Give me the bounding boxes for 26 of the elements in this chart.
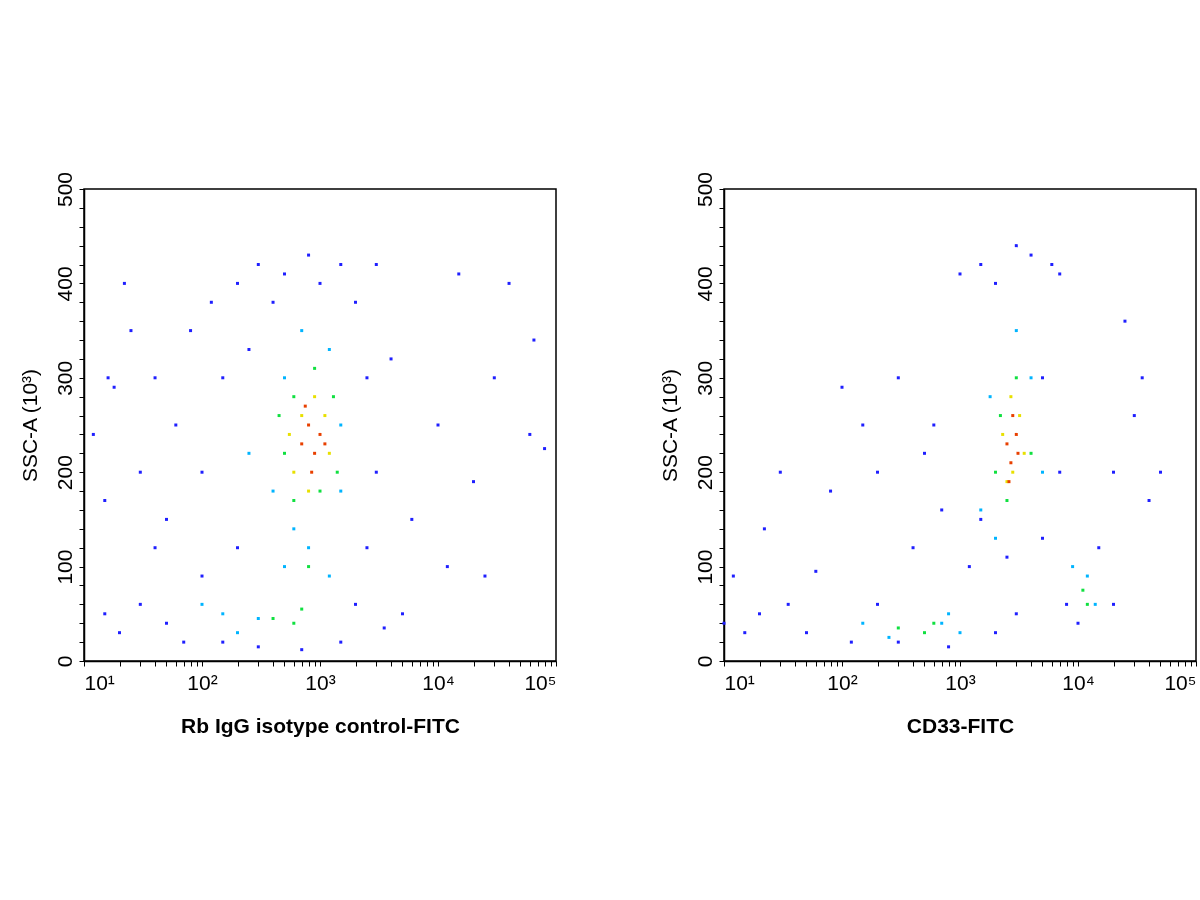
x-tick-label: 10²: [827, 670, 858, 694]
y-axis-title: SSC-A (10³): [657, 368, 681, 483]
y-tick-label: 100: [52, 549, 76, 585]
y-tick-label: 500: [692, 171, 716, 208]
y-tick-label: 0: [52, 655, 76, 668]
y-tick-label: 300: [52, 360, 76, 396]
x-tick-label: 10⁴: [422, 670, 455, 694]
y-tick-label: 200: [52, 455, 76, 491]
x-tick-label: 10²: [187, 670, 218, 694]
x-tick-label: 10¹: [84, 670, 115, 694]
y-tick-label: 100: [692, 549, 716, 585]
y-tick-label: 500: [52, 171, 76, 208]
x-tick-label: 10¹: [724, 670, 755, 694]
x-tick-label: 10³: [945, 670, 976, 694]
x-tick-label: 10⁴: [1062, 670, 1095, 694]
y-tick-label: 300: [692, 360, 716, 396]
y-axis-title: SSC-A (10³): [17, 368, 41, 483]
y-tick-label: 0: [692, 655, 716, 668]
y-tick-label: 400: [692, 266, 716, 302]
x-tick-label: 10⁵: [524, 670, 557, 694]
x-axis-title: Rb IgG isotype control-FITC: [181, 713, 460, 737]
y-tick-label: 400: [52, 266, 76, 302]
x-tick-label: 10⁵: [1164, 670, 1197, 694]
x-tick-label: 10³: [305, 670, 336, 694]
x-axis-title: CD33-FITC: [906, 713, 1015, 737]
y-tick-label: 200: [692, 455, 716, 491]
